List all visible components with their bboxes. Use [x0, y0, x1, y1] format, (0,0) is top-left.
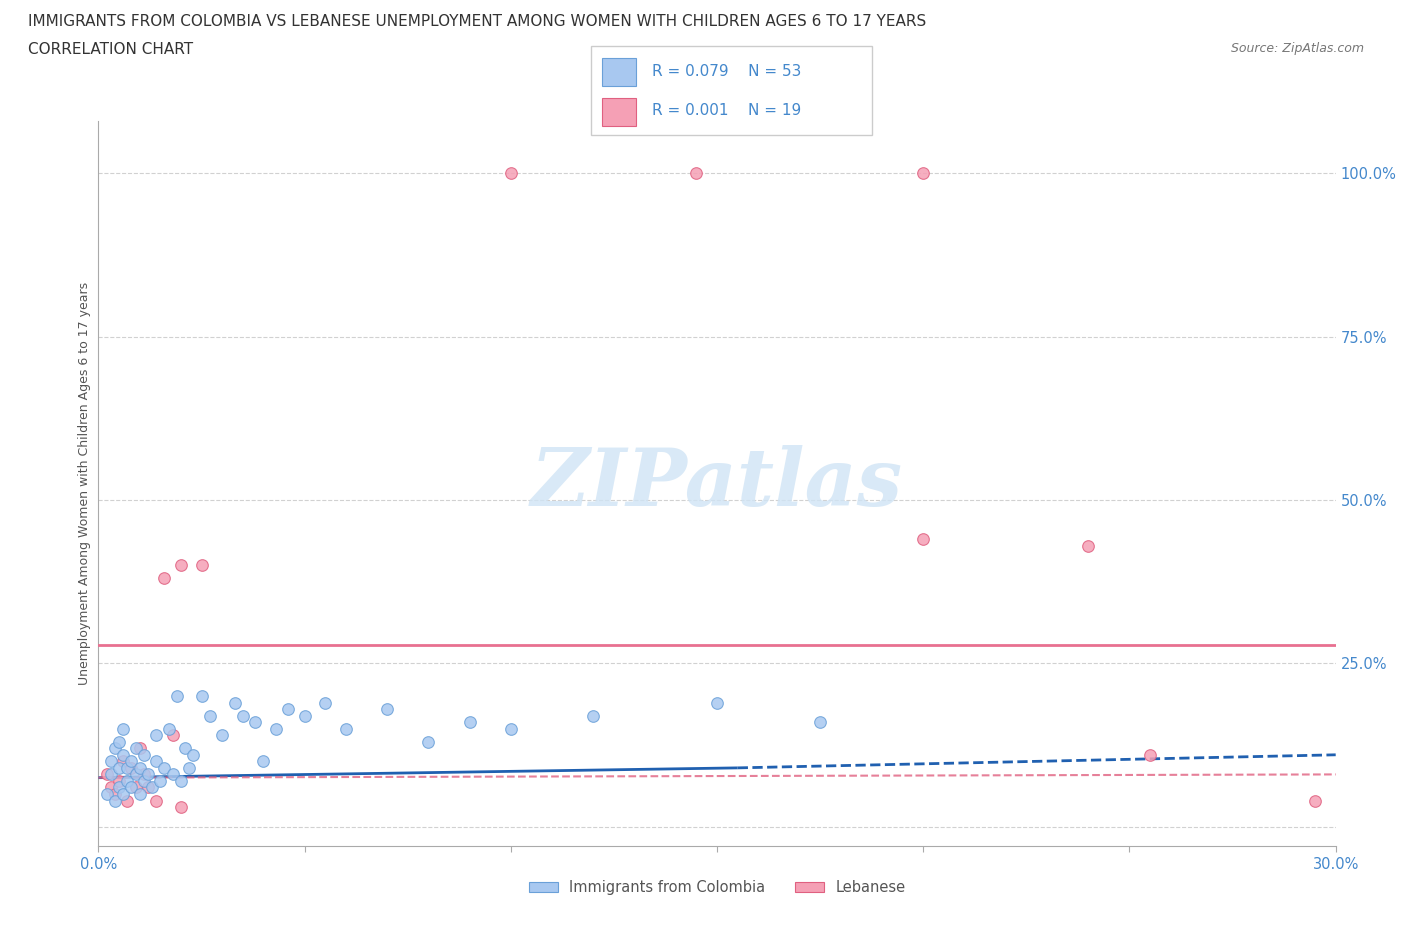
Point	[162, 767, 184, 782]
Point	[120, 754, 142, 769]
Point	[198, 708, 221, 723]
Point	[136, 780, 159, 795]
Point	[132, 748, 155, 763]
Point	[277, 701, 299, 716]
Point	[174, 741, 197, 756]
Point	[104, 741, 127, 756]
Point	[149, 774, 172, 789]
Point	[264, 722, 287, 737]
Point	[100, 780, 122, 795]
Text: IMMIGRANTS FROM COLOMBIA VS LEBANESE UNEMPLOYMENT AMONG WOMEN WITH CHILDREN AGES: IMMIGRANTS FROM COLOMBIA VS LEBANESE UNE…	[28, 14, 927, 29]
Point	[335, 722, 357, 737]
Point	[170, 558, 193, 573]
Point	[375, 701, 398, 716]
Point	[499, 722, 522, 737]
Point	[132, 774, 155, 789]
Point	[181, 748, 204, 763]
Point	[243, 714, 266, 729]
Point	[124, 741, 146, 756]
Point	[141, 780, 163, 795]
Point	[108, 780, 131, 795]
Point	[499, 166, 522, 180]
Text: CORRELATION CHART: CORRELATION CHART	[28, 42, 193, 57]
Point	[912, 532, 935, 547]
Point	[112, 754, 135, 769]
Bar	[602, 98, 636, 126]
Point	[108, 774, 131, 789]
Point	[252, 754, 274, 769]
Point	[162, 728, 184, 743]
Point	[117, 761, 139, 776]
Point	[112, 722, 135, 737]
Point	[808, 714, 831, 729]
Text: R = 0.001    N = 19: R = 0.001 N = 19	[652, 103, 801, 118]
Point	[117, 774, 139, 789]
Point	[190, 688, 212, 703]
Point	[104, 793, 127, 808]
Point	[132, 767, 155, 782]
Point	[211, 728, 233, 743]
Point	[120, 761, 142, 776]
Point	[145, 728, 167, 743]
Y-axis label: Unemployment Among Women with Children Ages 6 to 17 years: Unemployment Among Women with Children A…	[79, 282, 91, 685]
Point	[685, 166, 707, 180]
Point	[124, 767, 146, 782]
Point	[232, 708, 254, 723]
Text: Source: ZipAtlas.com: Source: ZipAtlas.com	[1230, 42, 1364, 55]
Point	[1139, 748, 1161, 763]
Point	[179, 761, 201, 776]
Point	[120, 780, 142, 795]
Point	[112, 787, 135, 802]
Point	[1077, 538, 1099, 553]
Point	[912, 166, 935, 180]
Point	[170, 774, 193, 789]
Point	[314, 695, 336, 710]
Point	[112, 748, 135, 763]
Point	[96, 787, 118, 802]
Point	[124, 780, 146, 795]
Point	[153, 761, 176, 776]
Point	[190, 558, 212, 573]
Point	[96, 767, 118, 782]
Point	[418, 735, 440, 750]
Point	[153, 571, 176, 586]
Point	[136, 767, 159, 782]
Point	[166, 688, 188, 703]
Point	[1303, 793, 1326, 808]
Point	[224, 695, 246, 710]
FancyBboxPatch shape	[591, 46, 872, 135]
Legend: Immigrants from Colombia, Lebanese: Immigrants from Colombia, Lebanese	[523, 874, 911, 900]
Point	[706, 695, 728, 710]
Point	[100, 767, 122, 782]
Point	[582, 708, 605, 723]
Point	[100, 754, 122, 769]
Point	[128, 787, 150, 802]
Point	[294, 708, 316, 723]
Point	[104, 787, 127, 802]
Text: ZIPatlas: ZIPatlas	[531, 445, 903, 523]
Point	[117, 793, 139, 808]
Point	[157, 722, 180, 737]
Point	[108, 761, 131, 776]
Point	[458, 714, 481, 729]
Point	[170, 800, 193, 815]
Point	[128, 741, 150, 756]
Point	[108, 735, 131, 750]
Point	[145, 754, 167, 769]
Point	[128, 761, 150, 776]
Bar	[602, 58, 636, 86]
Text: R = 0.079    N = 53: R = 0.079 N = 53	[652, 64, 801, 79]
Point	[145, 793, 167, 808]
